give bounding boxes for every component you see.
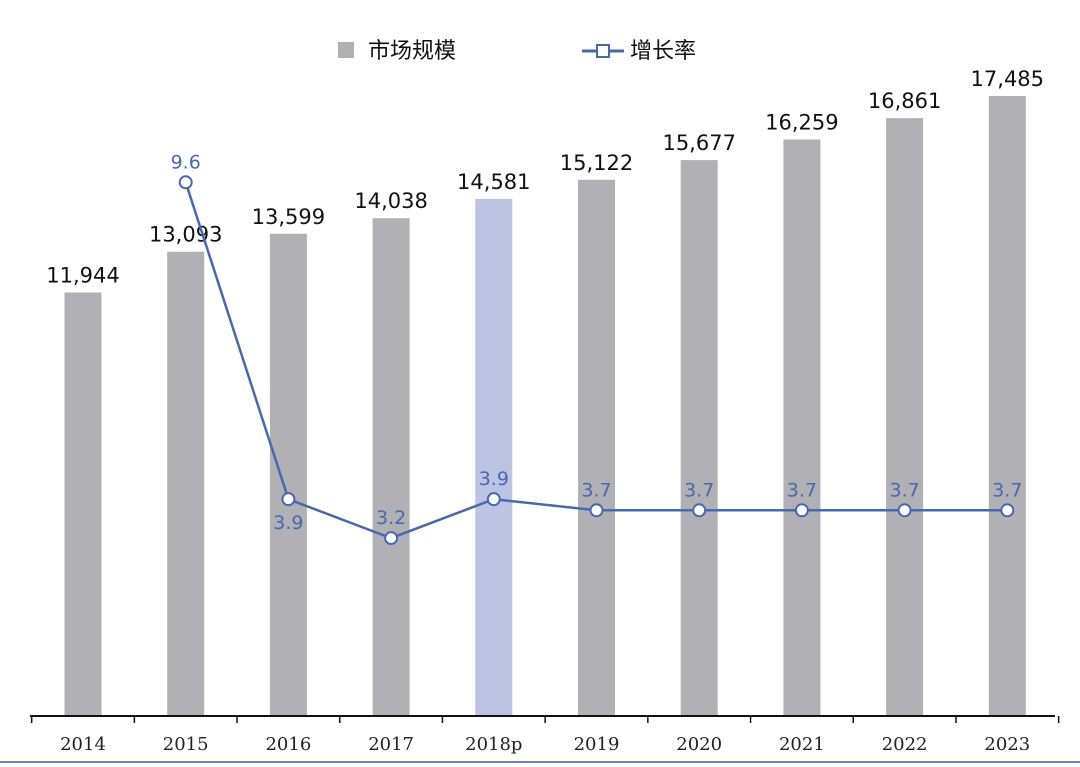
x-tick-label: 2016	[265, 734, 311, 755]
bar-2014	[64, 292, 102, 716]
x-tick-label: 2022	[882, 734, 928, 755]
growth-rate-value-label: 3.7	[992, 479, 1022, 501]
bar-value-label: 16,259	[765, 110, 838, 134]
growth-rate-point	[1000, 503, 1015, 518]
bar-2017	[372, 218, 410, 717]
bar-value-label: 16,861	[868, 89, 941, 113]
bar-2015	[167, 251, 205, 716]
x-axis	[30, 715, 1060, 723]
legend-line-label: 增长率	[630, 39, 696, 64]
growth-rate-point	[794, 503, 809, 518]
growth-rate-value-label: 3.9	[479, 468, 509, 490]
growth-rate-value-label: 3.7	[581, 479, 611, 501]
x-tick-label: 2020	[676, 734, 722, 755]
growth-rate-value-label: 3.7	[787, 479, 817, 501]
bar-2019	[578, 179, 615, 717]
bar-value-label: 13,093	[149, 223, 222, 247]
growth-rate-line	[178, 175, 1015, 546]
x-tick-labels: 2014 2015 2016 2017 2018p 2019 2020 2021 2022 202…	[60, 734, 1030, 755]
bar-value-label: 11,944	[46, 263, 119, 287]
x-tick-label: 2017	[368, 734, 414, 755]
bar-2022	[886, 118, 924, 717]
bar-value-label: 15,122	[560, 151, 633, 175]
growth-rate-value-label: 9.6	[171, 151, 201, 173]
bar-value-label: 15,677	[662, 131, 735, 155]
legend-bar-swatch	[338, 42, 354, 58]
legend: 市场规模 增长率	[338, 39, 696, 64]
x-tick-label: 2018p	[465, 734, 522, 755]
bar-value-label: 13,599	[252, 205, 325, 229]
growth-rate-point	[589, 503, 604, 518]
x-tick-label: 2021	[779, 734, 825, 755]
x-tick-label: 2023	[984, 734, 1030, 755]
growth-rate-value-label: 3.7	[684, 479, 714, 501]
legend-line-marker	[596, 44, 610, 58]
bar-value-label: 17,485	[971, 67, 1044, 91]
growth-rate-value-label: 3.9	[273, 512, 303, 534]
growth-rate-point	[486, 492, 501, 507]
bar-labels: 11,944 13,093 13,599 14,038 14,581 15,122 15,6…	[46, 67, 1044, 287]
growth-rate-point	[178, 175, 193, 190]
growth-rate-point	[692, 503, 707, 518]
x-tick-label: 2019	[574, 734, 620, 755]
bar-value-label: 14,038	[354, 189, 427, 213]
bars	[64, 95, 1026, 717]
x-tick-label: 2015	[163, 734, 209, 755]
growth-rate-value-label: 3.7	[889, 479, 919, 501]
bar-2016	[269, 233, 307, 716]
growth-rate-point	[384, 531, 399, 546]
growth-rate-point	[897, 503, 912, 518]
bar-2018p	[475, 198, 513, 716]
growth-rate-labels: 9.6 3.9 3.2 3.9 3.7 3.7 3.7 3.7 3.7	[171, 151, 1023, 534]
bar-2021	[783, 139, 821, 716]
growth-rate-value-label: 3.2	[376, 507, 406, 529]
bar-2020	[680, 160, 718, 716]
growth-rate-point	[281, 492, 296, 507]
legend-bar-label: 市场规模	[368, 39, 456, 64]
bar-2023	[988, 95, 1026, 717]
x-tick-label: 2014	[60, 734, 106, 755]
bar-value-label: 14,581	[457, 170, 530, 194]
